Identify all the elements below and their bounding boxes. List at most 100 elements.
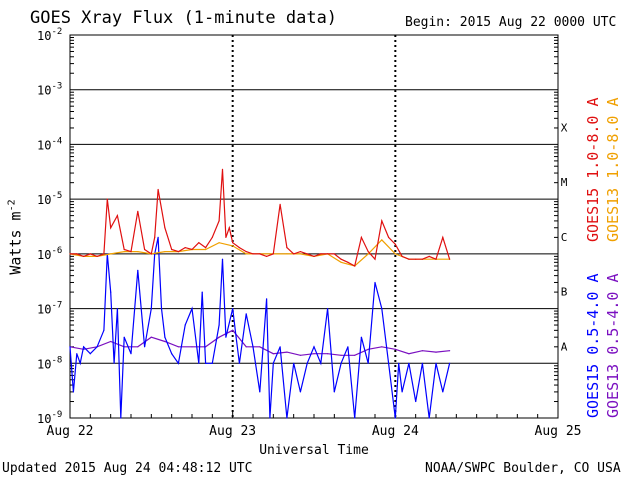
series-point-2 xyxy=(235,336,237,338)
series-point-2 xyxy=(381,308,383,310)
legend-goes15-long: GOES15 1.0-8.0 A xyxy=(584,97,602,243)
x-tick-label: Aug 23 xyxy=(209,424,256,439)
series-point-3 xyxy=(177,346,179,348)
series-point-0 xyxy=(76,253,78,255)
flare-class-label-x: X xyxy=(561,121,568,134)
series-point-0 xyxy=(435,258,437,260)
series-point-0 xyxy=(320,253,322,255)
series-point-3 xyxy=(272,353,274,355)
series-point-2 xyxy=(137,269,139,271)
series-point-0 xyxy=(401,255,403,257)
series-point-3 xyxy=(164,340,166,343)
series-point-0 xyxy=(388,236,390,238)
series-point-2 xyxy=(177,362,179,364)
series-point-2 xyxy=(347,346,349,348)
series-point-1 xyxy=(137,251,139,253)
series-point-2 xyxy=(164,336,166,338)
series-point-2 xyxy=(103,329,105,331)
series-point-2 xyxy=(272,362,274,364)
series-point-0 xyxy=(442,236,444,238)
series-point-0 xyxy=(232,242,234,244)
series-point-2 xyxy=(435,362,437,364)
series-point-2 xyxy=(421,362,423,364)
chart-title: GOES Xray Flux (1-minute data) xyxy=(30,8,338,28)
series-point-3 xyxy=(367,348,369,350)
y-tick-label: 10-8 xyxy=(37,355,62,371)
series-point-0 xyxy=(116,215,118,217)
series-point-3 xyxy=(191,346,193,348)
x-tick-label: Aug 22 xyxy=(47,424,94,439)
series-point-2 xyxy=(83,346,85,348)
series-point-2 xyxy=(394,417,396,419)
series-point-0 xyxy=(306,253,308,255)
series-point-2 xyxy=(211,362,213,364)
series-point-2 xyxy=(259,391,261,393)
credit-label: NOAA/SWPC Boulder, CO USA xyxy=(425,461,621,476)
series-point-0 xyxy=(171,248,173,251)
series-point-2 xyxy=(299,391,301,393)
series-point-2 xyxy=(171,353,173,355)
series-point-3 xyxy=(327,353,329,355)
series-point-0 xyxy=(198,242,200,244)
series-point-0 xyxy=(252,253,254,255)
series-point-2 xyxy=(144,346,146,348)
series-point-2 xyxy=(367,362,369,364)
series-point-2 xyxy=(266,298,268,300)
series-point-3 xyxy=(408,353,410,355)
series-point-2 xyxy=(252,346,254,348)
series-point-0 xyxy=(238,247,240,249)
series-point-0 xyxy=(327,253,329,255)
series-point-0 xyxy=(110,227,112,229)
y-tick-label: 10-4 xyxy=(37,136,62,152)
flare-class-label-a: A xyxy=(561,340,568,353)
series-point-2 xyxy=(415,400,417,403)
series-point-0 xyxy=(449,258,451,260)
series-line-2 xyxy=(69,237,451,419)
series-point-0 xyxy=(157,188,159,191)
series-point-2 xyxy=(388,362,390,364)
series-point-0 xyxy=(408,258,410,260)
series-point-2 xyxy=(306,362,308,364)
y-tick-label: 10-2 xyxy=(37,27,62,43)
series-point-2 xyxy=(354,417,356,419)
series-point-0 xyxy=(130,251,132,253)
series-point-0 xyxy=(218,220,220,222)
flare-class-label-c: C xyxy=(561,231,568,244)
series-line-1 xyxy=(69,239,450,267)
x-tick-label: Aug 24 xyxy=(372,424,419,439)
series-point-2 xyxy=(198,362,200,364)
series-point-0 xyxy=(428,255,430,257)
series-point-0 xyxy=(123,248,125,251)
series-point-2 xyxy=(110,291,112,293)
series-point-2 xyxy=(69,346,71,348)
series-point-3 xyxy=(110,340,112,343)
series-point-0 xyxy=(184,247,186,249)
series-point-0 xyxy=(106,198,108,200)
series-point-0 xyxy=(354,265,356,267)
series-point-2 xyxy=(113,362,115,364)
series-point-2 xyxy=(398,362,400,364)
x-tick-label: Aug 25 xyxy=(535,424,582,439)
legend-goes15-short: GOES15 0.5-4.0 A xyxy=(584,273,602,419)
series-point-2 xyxy=(279,346,281,348)
series-point-2 xyxy=(191,308,193,310)
series-point-2 xyxy=(286,417,288,419)
series-point-0 xyxy=(293,253,295,255)
series-point-2 xyxy=(374,281,376,284)
series-point-0 xyxy=(150,253,152,255)
begin-time-label: Begin: 2015 Aug 22 0000 UTC xyxy=(405,15,617,30)
series-point-0 xyxy=(299,251,301,253)
series-point-2 xyxy=(116,308,118,310)
series-point-0 xyxy=(360,236,362,238)
series-point-2 xyxy=(293,362,295,364)
series-point-0 xyxy=(205,247,207,249)
series-point-3 xyxy=(449,350,451,352)
series-point-2 xyxy=(130,353,132,355)
series-point-1 xyxy=(232,245,234,247)
y-tick-label: 10-7 xyxy=(37,301,62,317)
series-point-0 xyxy=(89,253,91,255)
y-tick-label: 10-6 xyxy=(37,246,62,262)
series-point-0 xyxy=(221,168,224,170)
series-point-2 xyxy=(89,353,91,355)
